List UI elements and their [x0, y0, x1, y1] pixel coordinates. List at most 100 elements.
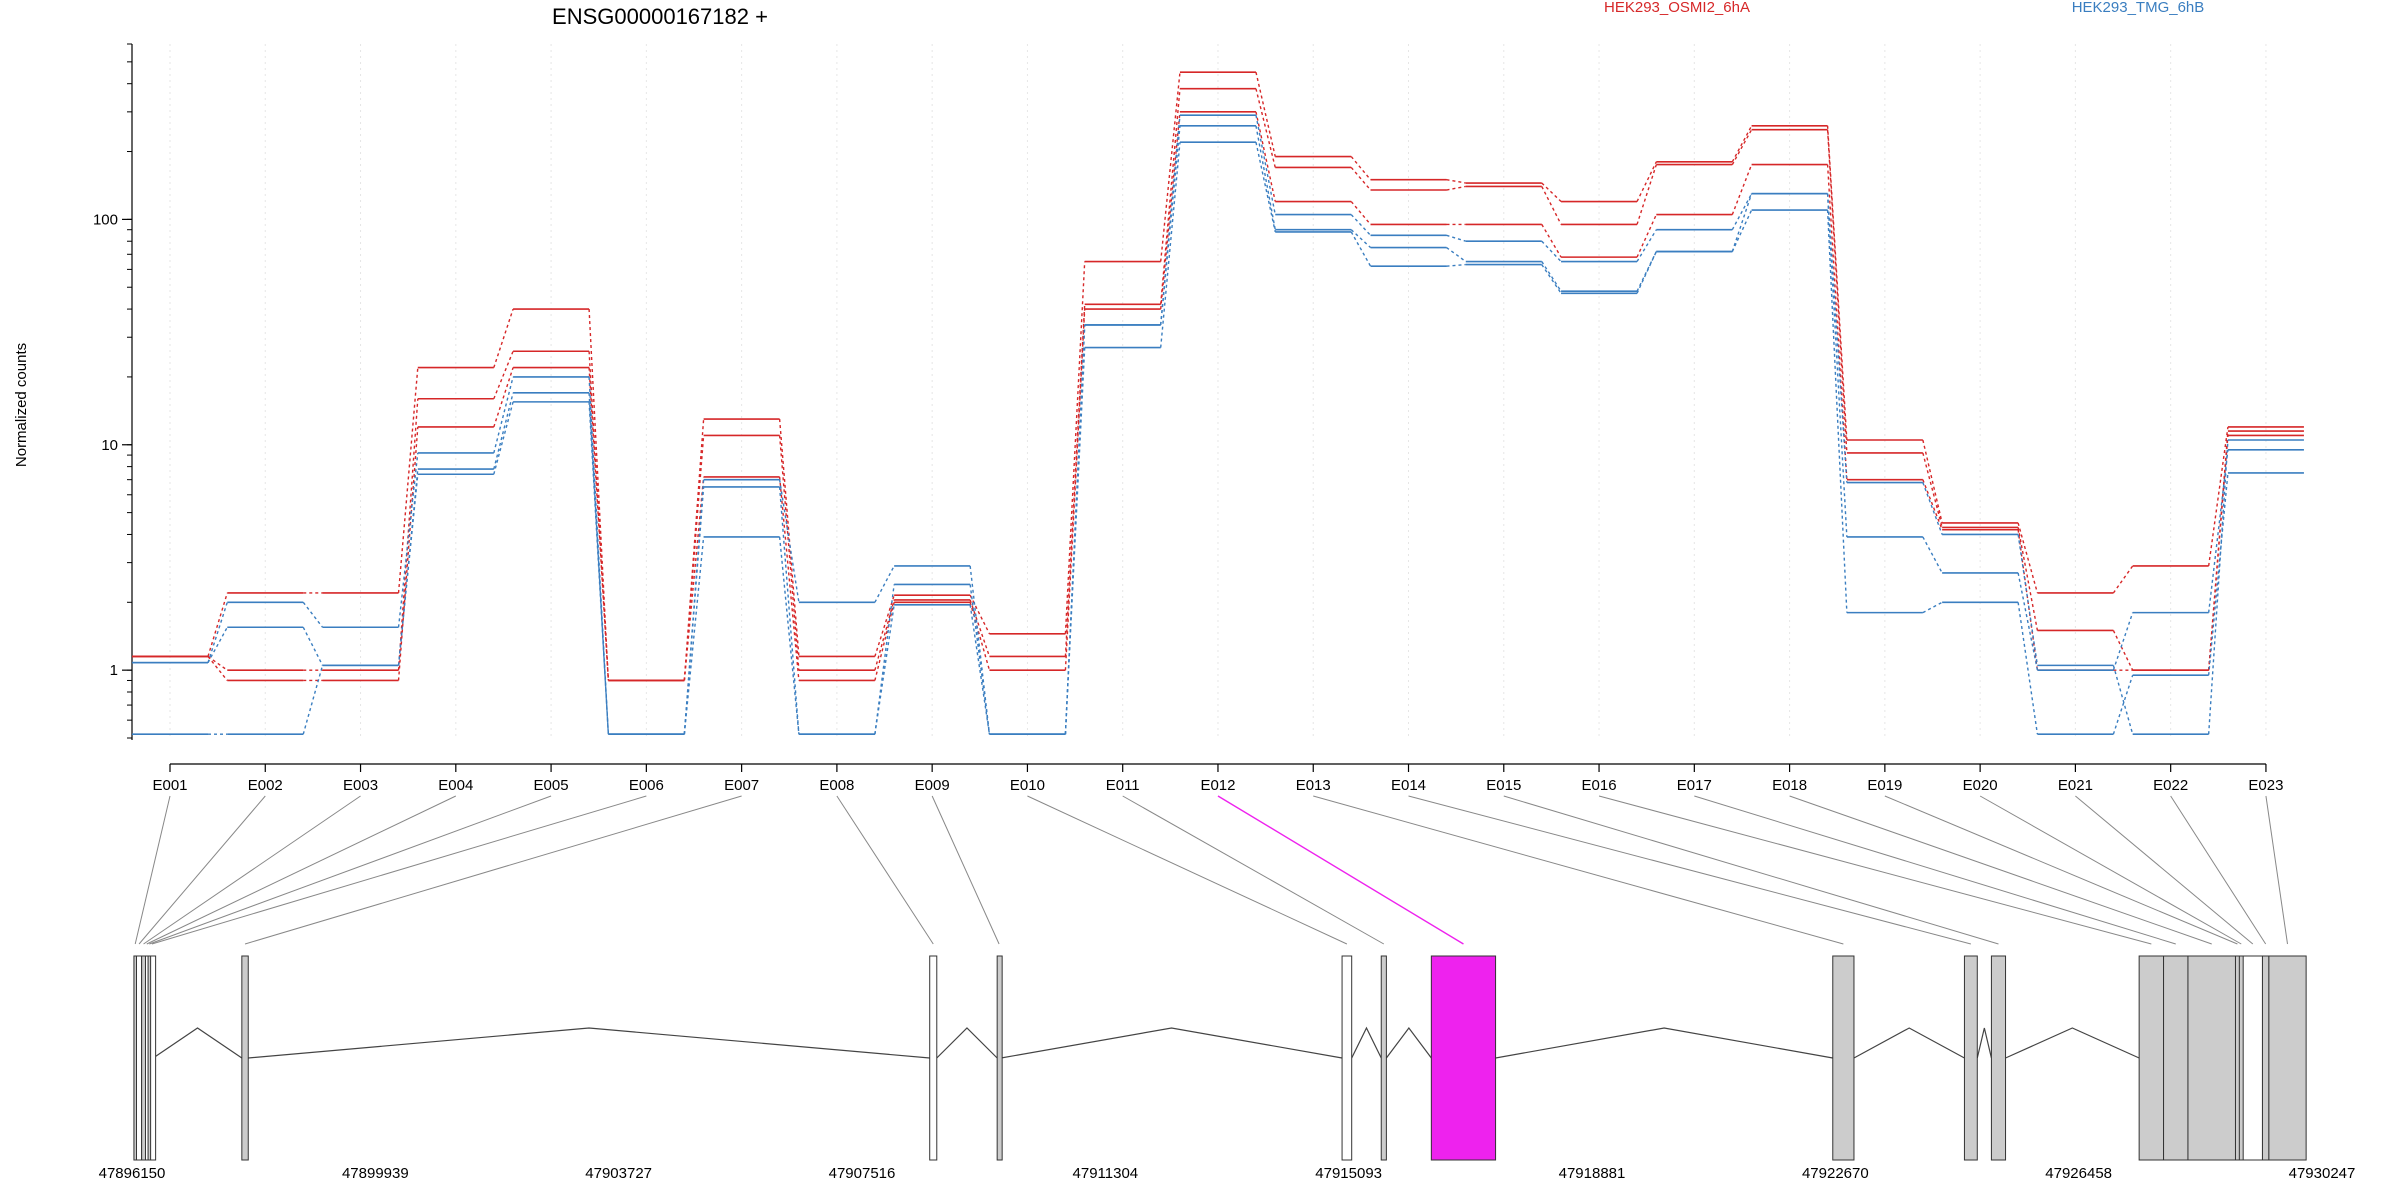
series-connector: [874, 584, 895, 735]
series-connector: [1731, 193, 1753, 252]
coordinate-label: 47930247: [2289, 1165, 2356, 1182]
connector-line-highlighted: [1217, 795, 1464, 945]
series-connector: [683, 435, 705, 681]
series-connector: [1350, 166, 1372, 191]
connector-line: [1313, 795, 1844, 945]
series-connector: [588, 401, 610, 735]
series-line: [132, 141, 2304, 735]
series-connector: [969, 602, 991, 671]
series-connector: [1160, 115, 1181, 326]
series-connector: [1922, 601, 1943, 614]
x-tick-label: E002: [248, 777, 283, 794]
x-tick-label: E015: [1486, 777, 1521, 794]
series-connector: [2017, 527, 2039, 631]
x-tick-label: E023: [2248, 777, 2283, 794]
intron-line: [1351, 1026, 1382, 1059]
exon-box: [1963, 955, 1978, 1161]
x-tick-label: E009: [915, 777, 950, 794]
connector-line: [146, 795, 457, 945]
x-tick-label: E011: [1106, 777, 1140, 794]
series-connector: [1064, 347, 1086, 735]
legend-entry-osmi2: HEK293_OSMI2_6hA: [1604, 0, 1750, 16]
series-connector: [1446, 263, 1466, 267]
series-connector: [1636, 164, 1657, 225]
x-tick-label: E008: [819, 777, 854, 794]
exon-box: [1832, 955, 1855, 1161]
series-connector: [1541, 182, 1562, 203]
series-connector: [1922, 479, 1943, 530]
coordinate-label: 47922670: [1802, 1165, 1869, 1182]
x-tick-label: E022: [2153, 777, 2188, 794]
series-connector: [588, 392, 610, 735]
connector-line: [138, 795, 266, 945]
series-connector: [874, 565, 895, 603]
series-connector: [1160, 111, 1181, 310]
x-tick-label: E004: [438, 777, 473, 794]
series-connector: [588, 367, 610, 681]
series-connector: [397, 367, 419, 594]
connector-line: [1122, 795, 1385, 945]
series-connector: [1826, 193, 1848, 537]
connector-line: [2170, 795, 2267, 945]
series-connector: [1064, 261, 1086, 634]
exon-box: [2163, 955, 2189, 1161]
gene-model: [133, 955, 2307, 1161]
series-connector: [1731, 164, 1753, 215]
series-connector: [1541, 240, 1562, 263]
connector-line: [1027, 795, 1348, 945]
series-connector: [1350, 214, 1372, 236]
coordinate-label: 47899939: [342, 1165, 409, 1182]
series-connector: [1922, 452, 1943, 528]
series-connector: [1255, 125, 1276, 230]
series-connector: [1350, 229, 1371, 249]
series-connector: [1541, 261, 1562, 292]
series-connector: [493, 350, 514, 400]
series-connector: [1636, 251, 1657, 294]
x-tick-label: E020: [1963, 777, 1998, 794]
series-connector: [302, 601, 324, 628]
series-connector: [2207, 472, 2229, 676]
intron-line: [152, 1027, 243, 1059]
series-connector: [2207, 435, 2229, 671]
series-connector: [397, 474, 419, 666]
chart-title: ENSG00000167182 +: [552, 4, 768, 29]
series-lines: [132, 71, 2304, 735]
series-connector: [302, 626, 324, 666]
series-connector: [493, 367, 514, 428]
y-tick-label: 10: [101, 437, 118, 454]
series-connector: [1255, 88, 1276, 168]
series-connector: [2112, 674, 2134, 735]
series-connector: [1160, 125, 1181, 326]
x-tick-label: E010: [1010, 777, 1045, 794]
y-tick-label: 100: [93, 211, 118, 228]
x-tick-label: E003: [343, 777, 378, 794]
connector-line: [1694, 795, 2176, 945]
series-connector: [1350, 231, 1372, 267]
connector-line: [149, 795, 552, 945]
series-connector: [683, 486, 705, 735]
y-tick-label: 1: [110, 662, 118, 679]
series-connector: [778, 479, 800, 603]
coordinate-label: 47926458: [2045, 1165, 2112, 1182]
series-connector: [397, 426, 419, 681]
series-connector: [1636, 251, 1657, 292]
x-tick-label: E021: [2058, 777, 2093, 794]
plot-axes: 1 10 100 E001 E002 E003 E004 E005 E006 E007 E008 E0…: [93, 43, 2283, 794]
series-connector: [1255, 115, 1276, 215]
series-connector: [874, 602, 895, 681]
series-connector: [493, 376, 514, 454]
series-connector: [493, 392, 514, 470]
connector-line: [134, 795, 171, 945]
series-connector: [2207, 431, 2229, 671]
series-connector: [1636, 229, 1657, 262]
series-connector: [2112, 665, 2134, 735]
series-connector: [2112, 565, 2134, 594]
intron-line: [1385, 1026, 1432, 1059]
series-connector: [2112, 630, 2134, 671]
genomic-coordinate-labels: 47896150 47899939 47903727 47907516 47911304…: [99, 1165, 2356, 1182]
exon-box: [2138, 955, 2165, 1161]
series-connector: [1922, 536, 1943, 574]
series-connector: [1826, 210, 1848, 613]
series-connector: [493, 401, 514, 475]
series-connector: [778, 476, 800, 681]
